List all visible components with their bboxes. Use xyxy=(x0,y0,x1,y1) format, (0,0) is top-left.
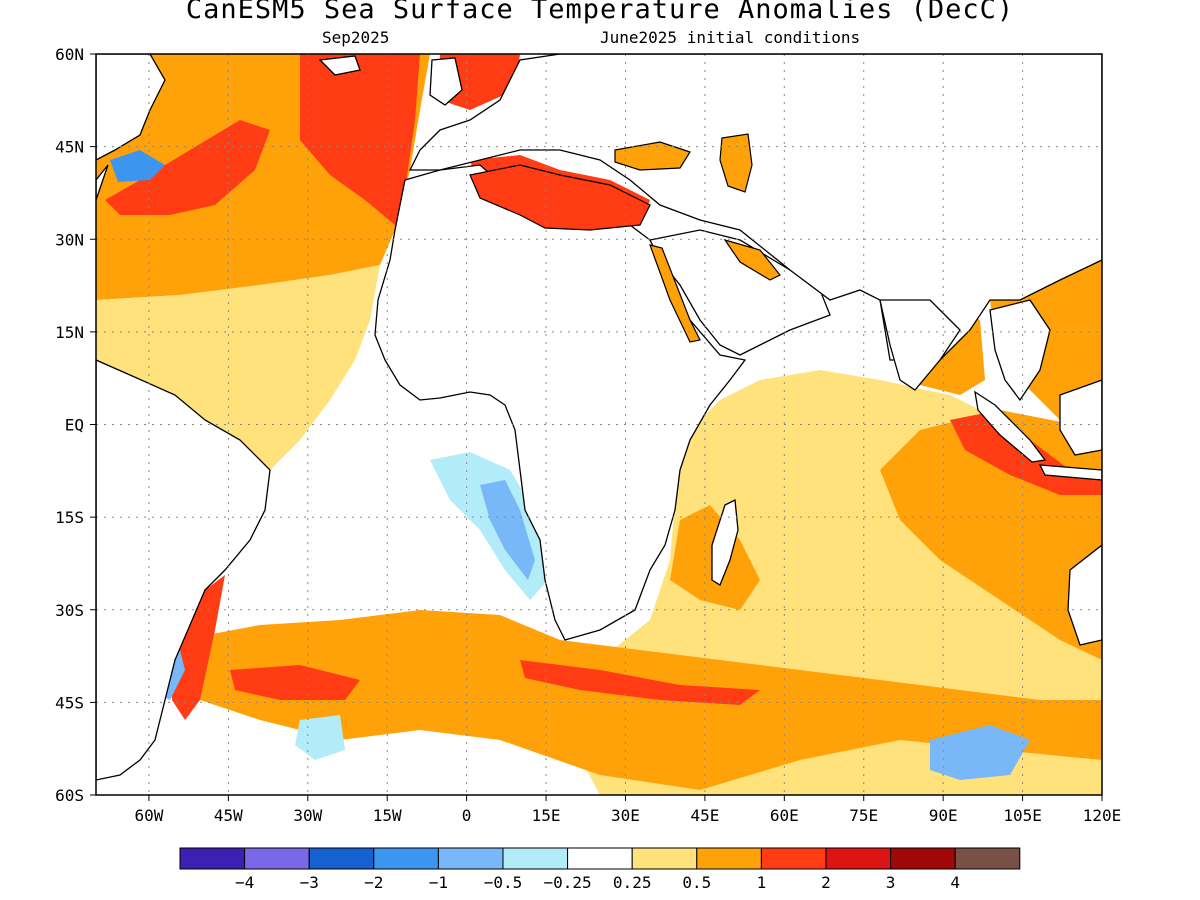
inland-seas xyxy=(469,133,781,343)
lat-tick-label: 15N xyxy=(55,323,84,342)
land-eurasia xyxy=(408,54,1102,361)
anomaly-region-southern-ocean xyxy=(170,610,1102,790)
lon-tick-label: 15W xyxy=(373,806,402,825)
colorbar-swatch xyxy=(631,847,698,870)
colorbar-swatch xyxy=(437,847,504,870)
anomaly-region-southern-ocean-core xyxy=(230,665,360,700)
colorbar-swatch xyxy=(244,847,310,870)
forecast-month: Sep2025 xyxy=(322,28,390,47)
lon-tick-label: 45W xyxy=(214,806,243,825)
sea-red-sea xyxy=(649,244,701,343)
land-borneo xyxy=(1059,379,1102,456)
anomaly-region-southern-ocean-core-2 xyxy=(520,660,760,705)
colorbar-label: 0.5 xyxy=(682,873,711,892)
land-java xyxy=(1038,464,1102,481)
land-british-isles xyxy=(429,57,463,106)
anomaly-region-subtropical-atlantic xyxy=(96,265,380,470)
initial-conditions-label: June2025 initial conditions xyxy=(600,28,861,47)
colorbar-label: −1 xyxy=(429,873,448,892)
land-middle-east xyxy=(649,229,831,356)
land-sumatra xyxy=(974,390,1047,463)
land-australia xyxy=(1067,544,1102,646)
colorbar-label: 1 xyxy=(757,873,767,892)
lon-tick-label: 90E xyxy=(929,806,958,825)
land-africa xyxy=(374,164,747,641)
lon-tick-label: 105E xyxy=(1003,806,1042,825)
land-india xyxy=(879,299,961,391)
lon-tick-label: 75E xyxy=(849,806,878,825)
colorbar-swatch xyxy=(954,847,1021,870)
colorbar-swatch xyxy=(502,847,569,870)
sea-persian-gulf xyxy=(723,238,781,281)
colorbar-label: −0.5 xyxy=(484,873,523,892)
lon-tick-label: 60W xyxy=(134,806,163,825)
lon-tick-label: 45E xyxy=(690,806,719,825)
colorbar-swatch xyxy=(373,847,439,870)
anomaly-region-brazil-malvinas xyxy=(170,575,225,720)
land-us-east xyxy=(96,164,109,201)
colorbar-swatch xyxy=(825,847,892,870)
anomaly-region-benguela-cold xyxy=(480,480,535,580)
colorbar-label: −3 xyxy=(300,873,319,892)
land-se-asia xyxy=(989,299,1051,402)
anomaly-region-labrador-cold xyxy=(110,150,165,182)
land-north-america xyxy=(96,54,166,161)
lat-tick-label: 45N xyxy=(55,138,84,157)
lon-tick-label: 15E xyxy=(532,806,561,825)
colorbar: −4 −3 −2 −1 −0.5 −0.25 0.25 0.5 1 2 3 4 xyxy=(179,847,1021,892)
latitude-axis: 60N 45N 30N 15N EQ 15S 30S 45S 60S xyxy=(55,45,96,805)
colorbar-swatch xyxy=(760,847,827,870)
lon-tick-label: 60E xyxy=(770,806,799,825)
colorbar-label: −2 xyxy=(364,873,383,892)
lat-tick-label: EQ xyxy=(65,416,84,435)
sea-caspian xyxy=(719,133,753,193)
colorbar-swatch xyxy=(696,847,762,870)
colorbar-swatch xyxy=(179,847,246,870)
anomaly-region-indian-south-cold xyxy=(930,725,1030,780)
longitude-axis: 60W 45W 30W 15W 0 15E 30E 45E 60E 75E 90E 105E 120E xyxy=(134,795,1121,825)
colorbar-label: 0.25 xyxy=(613,873,652,892)
colorbar-swatch xyxy=(567,847,633,870)
lat-tick-label: 30N xyxy=(55,230,84,249)
sea-mediterranean xyxy=(469,164,651,231)
anomaly-region-north-sea xyxy=(440,54,520,110)
colorbar-label: −4 xyxy=(235,873,254,892)
colorbar-label: 4 xyxy=(950,873,960,892)
land-madagascar xyxy=(711,498,739,586)
colorbar-label: −0.25 xyxy=(544,873,592,892)
lon-tick-label: 0 xyxy=(462,806,472,825)
colorbar-swatch xyxy=(308,847,375,870)
lat-tick-label: 15S xyxy=(55,508,84,527)
colorbar-label: 3 xyxy=(886,873,896,892)
land-south-america xyxy=(96,359,271,781)
lon-tick-label: 30W xyxy=(293,806,322,825)
lat-tick-label: 30S xyxy=(55,601,84,620)
map-title: CanESM5 Sea Surface Temperature Anomalie… xyxy=(185,0,1015,25)
lon-tick-label: 120E xyxy=(1083,806,1122,825)
land-masses xyxy=(96,54,1102,781)
land-iceland xyxy=(318,55,361,76)
lat-tick-label: 45S xyxy=(55,693,84,712)
lat-tick-label: 60S xyxy=(55,786,84,805)
anomaly-region-north-atlantic-core xyxy=(300,54,420,225)
lon-tick-label: 30E xyxy=(611,806,640,825)
lat-tick-label: 60N xyxy=(55,45,84,64)
colorbar-swatch xyxy=(890,847,956,870)
sea-black-sea xyxy=(614,141,691,171)
colorbar-label: 2 xyxy=(821,873,831,892)
